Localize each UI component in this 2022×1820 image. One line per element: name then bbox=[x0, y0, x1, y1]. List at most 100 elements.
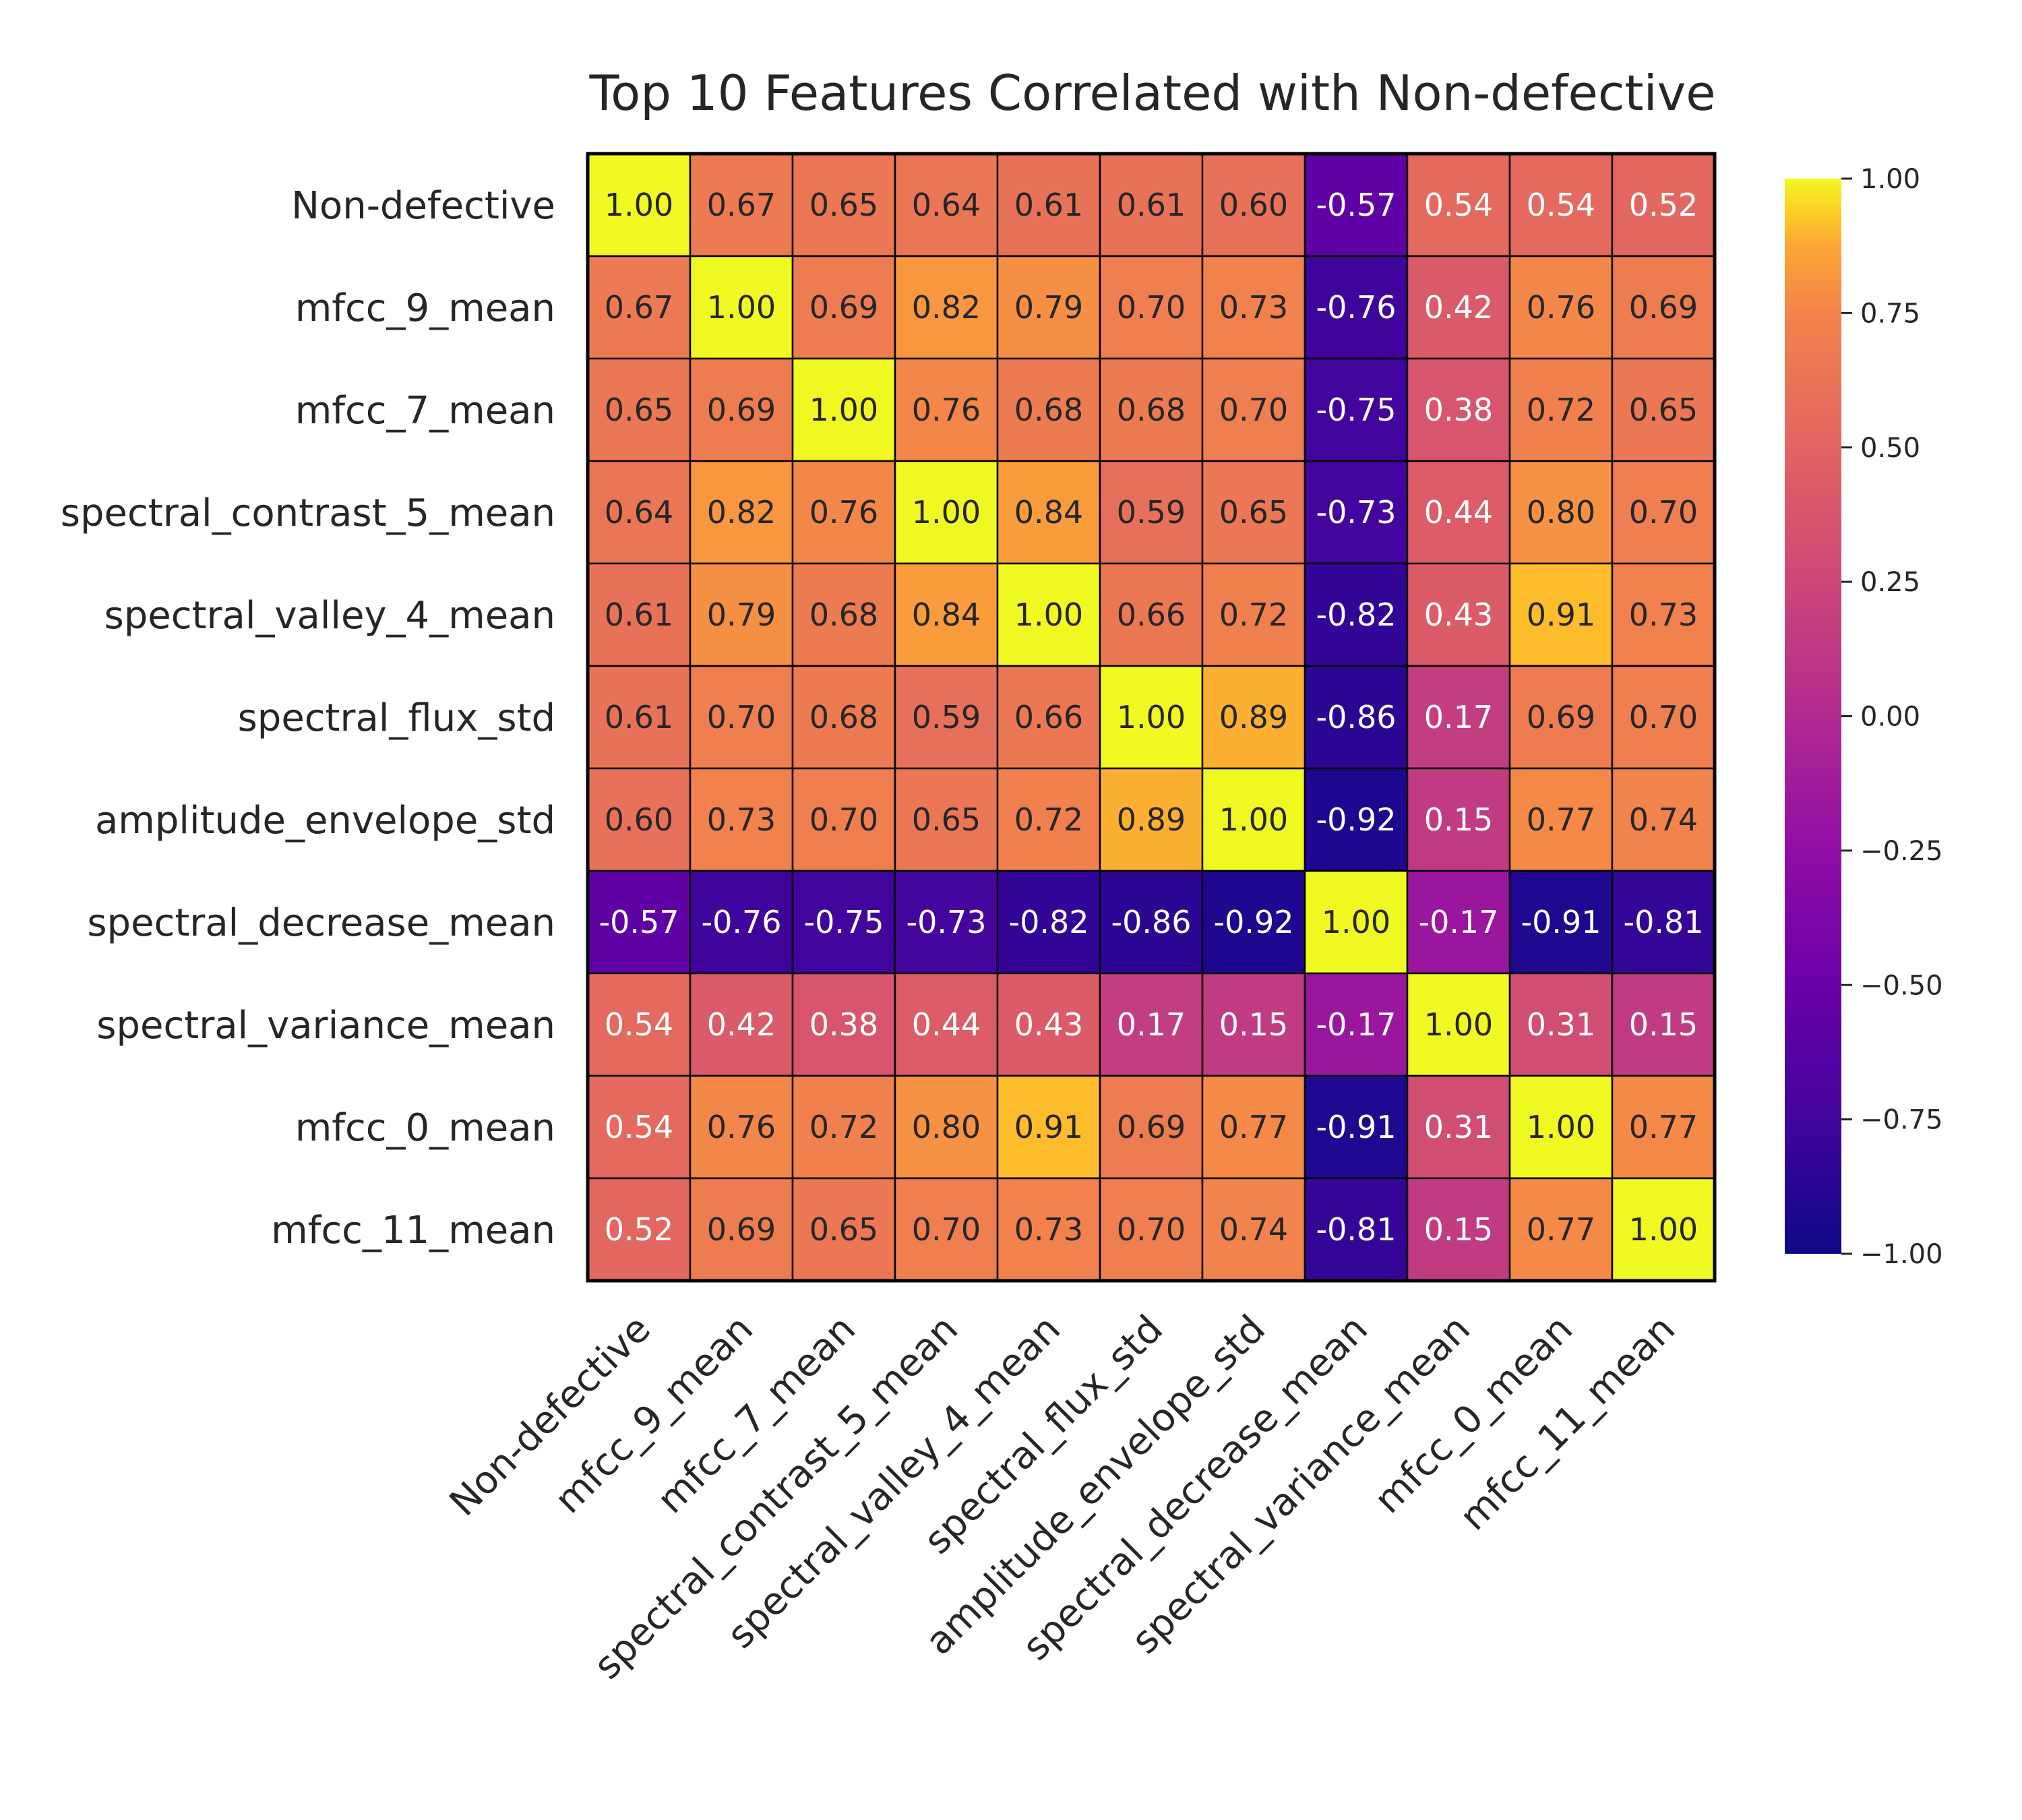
y-tick-label: mfcc_9_mean bbox=[295, 286, 555, 330]
cell-value-label: 0.77 bbox=[1629, 1109, 1698, 1145]
cell-value-label: 1.00 bbox=[1117, 699, 1186, 735]
heatmap-cell bbox=[586, 972, 692, 1077]
cell-value-label: 0.82 bbox=[707, 494, 776, 530]
cell-value-label: -0.75 bbox=[1316, 392, 1396, 428]
cell-value-label: 0.43 bbox=[1424, 597, 1493, 633]
cell-value-label: 0.89 bbox=[1219, 699, 1288, 735]
cell-value-label: 1.00 bbox=[707, 289, 776, 326]
cell-value-label: 0.73 bbox=[1629, 597, 1698, 633]
cell-value-label: 0.77 bbox=[1219, 1109, 1288, 1145]
cell-value-label: -0.57 bbox=[599, 904, 679, 940]
heatmap-cell bbox=[1099, 152, 1204, 257]
heatmap-cell bbox=[1406, 665, 1511, 770]
cell-value-label: 0.76 bbox=[912, 392, 981, 428]
cell-value-label: 0.42 bbox=[1424, 289, 1493, 326]
heatmap-cell bbox=[689, 152, 794, 257]
cell-value-label: 0.69 bbox=[707, 1211, 776, 1248]
heatmap-cell bbox=[1406, 255, 1511, 360]
heatmap-cell bbox=[791, 357, 896, 462]
heatmap-cell bbox=[1201, 460, 1306, 565]
cell-value-label: 0.43 bbox=[1014, 1006, 1083, 1043]
cell-value-label: 0.69 bbox=[707, 392, 776, 428]
cell-value-label: 0.72 bbox=[1014, 801, 1083, 838]
colorbar-tick-label: −0.25 bbox=[1860, 836, 1943, 867]
cell-value-label: 0.52 bbox=[1629, 187, 1698, 223]
cell-value-label: 0.44 bbox=[1424, 494, 1493, 530]
heatmap-cell bbox=[894, 767, 999, 872]
cell-value-label: 0.59 bbox=[912, 699, 981, 735]
heatmap-cell bbox=[689, 1177, 794, 1282]
heatmap-cell bbox=[689, 870, 794, 975]
heatmap-cell bbox=[1508, 255, 1614, 360]
y-tick-labels: Non-defective mfcc_9_mean mfcc_7_meanspect… bbox=[61, 184, 555, 1252]
heatmap-cell bbox=[1611, 767, 1716, 872]
cell-value-label: 1.00 bbox=[809, 392, 878, 428]
cell-value-label: 0.91 bbox=[1527, 597, 1595, 633]
cell-value-label: 0.64 bbox=[605, 494, 673, 530]
heatmap-cell bbox=[1611, 255, 1716, 360]
heatmap-cell bbox=[1304, 972, 1409, 1077]
cell-value-label: 0.76 bbox=[707, 1109, 776, 1145]
y-tick-label: Non-defective bbox=[291, 184, 555, 228]
heatmap-cell bbox=[1304, 1177, 1409, 1282]
cell-value-label: 0.65 bbox=[809, 1211, 878, 1248]
colorbar-tick-label: −0.75 bbox=[1860, 1105, 1943, 1136]
heatmap-cell bbox=[586, 562, 692, 667]
y-tick-label: spectral_contrast_5_mean bbox=[61, 491, 555, 535]
cell-value-label: 0.61 bbox=[1117, 187, 1186, 223]
heatmap-cell bbox=[791, 1074, 896, 1180]
cell-value-label: 0.60 bbox=[1219, 187, 1288, 223]
heatmap-cell bbox=[894, 665, 999, 770]
colorbar-tick-label: −0.50 bbox=[1860, 970, 1943, 1001]
heatmap-cell bbox=[996, 1177, 1101, 1282]
heatmap-cell bbox=[1099, 357, 1204, 462]
heatmap-cell bbox=[1201, 255, 1306, 360]
heatmap-cell bbox=[1099, 255, 1204, 360]
x-tick-labels: Non-defectivemfcc_9_meanmfcc_7_meanspect… bbox=[441, 1307, 1684, 1688]
cell-value-label: 0.74 bbox=[1219, 1211, 1288, 1248]
cell-value-label: 0.15 bbox=[1219, 1006, 1288, 1043]
cell-value-label: 0.54 bbox=[605, 1109, 673, 1145]
cell-value-label: 0.69 bbox=[1527, 699, 1595, 735]
heatmap-cell bbox=[1611, 972, 1716, 1077]
cell-value-label: 0.73 bbox=[1219, 289, 1288, 326]
heatmap-cell bbox=[791, 460, 896, 565]
heatmap-cell bbox=[1304, 152, 1409, 257]
cell-value-label: 0.82 bbox=[912, 289, 981, 326]
cell-value-label: -0.57 bbox=[1316, 187, 1396, 223]
cell-value-label: 0.65 bbox=[912, 801, 981, 838]
cell-value-label: 0.73 bbox=[707, 801, 776, 838]
cell-value-label: 0.70 bbox=[1117, 1211, 1186, 1248]
cell-value-label: 1.00 bbox=[1014, 597, 1083, 633]
heatmap-cell bbox=[1508, 1177, 1614, 1282]
heatmap-cell bbox=[586, 665, 692, 770]
y-tick-label: amplitude_envelope_std bbox=[95, 799, 555, 843]
cell-value-label: 0.69 bbox=[1629, 289, 1698, 326]
heatmap-cell bbox=[1099, 562, 1204, 667]
cell-value-label: -0.86 bbox=[1111, 904, 1191, 940]
cell-value-label: -0.73 bbox=[1316, 494, 1396, 530]
cell-value-label: 0.89 bbox=[1117, 801, 1186, 838]
cell-value-label: 0.65 bbox=[605, 392, 673, 428]
heatmap-cell bbox=[586, 1074, 692, 1180]
cell-value-label: 0.72 bbox=[809, 1109, 878, 1145]
heatmap-cell bbox=[1201, 562, 1306, 667]
heatmap-cell bbox=[996, 1074, 1101, 1180]
cell-value-label: 0.15 bbox=[1424, 801, 1493, 838]
heatmap-cell bbox=[1201, 357, 1306, 462]
heatmap-cell bbox=[894, 460, 999, 565]
cell-value-label: 0.31 bbox=[1424, 1109, 1493, 1145]
heatmap-cell bbox=[996, 255, 1101, 360]
heatmap-cell bbox=[894, 870, 999, 975]
cell-value-label: 0.80 bbox=[1527, 494, 1595, 530]
cell-value-label: 0.79 bbox=[707, 597, 776, 633]
cell-value-label: 1.00 bbox=[1527, 1109, 1595, 1145]
colorbar-ticks: 1.00 0.75 0.50 0.25 0.00 −0.25 −0.50 −0.75 −1.00 bbox=[1841, 164, 1943, 1270]
cell-value-label: 0.72 bbox=[1527, 392, 1595, 428]
colorbar-tick-label: 0.25 bbox=[1860, 567, 1920, 598]
cell-value-label: 0.61 bbox=[1014, 187, 1083, 223]
cell-value-label: 0.70 bbox=[1219, 392, 1288, 428]
heatmap-cell bbox=[1099, 1177, 1204, 1282]
cell-value-label: 0.15 bbox=[1424, 1211, 1493, 1248]
cell-value-label: 0.44 bbox=[912, 1006, 981, 1043]
